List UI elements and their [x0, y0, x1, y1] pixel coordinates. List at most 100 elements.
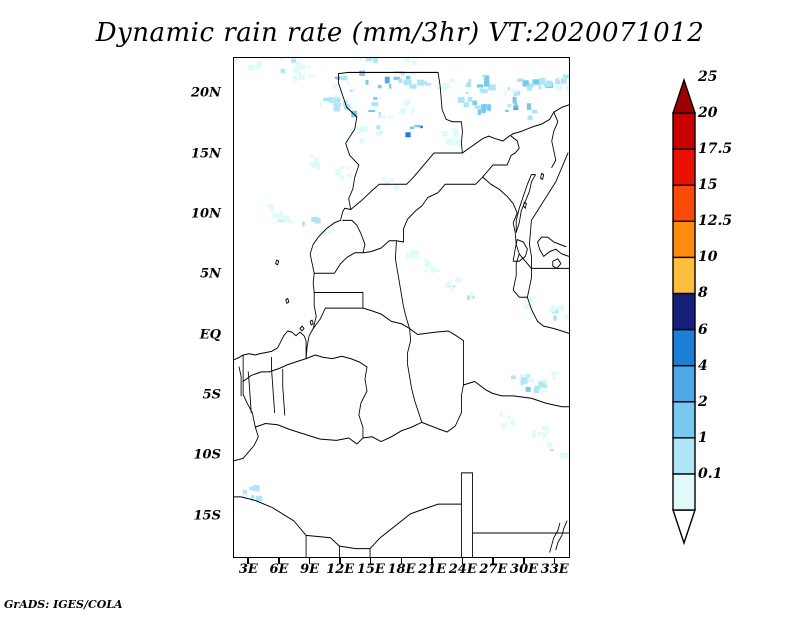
rain-cell	[339, 167, 343, 170]
rain-cell	[432, 269, 440, 272]
map-plot-area	[233, 57, 570, 558]
rain-cell	[335, 171, 340, 175]
rain-cell	[555, 78, 561, 84]
rain-cell	[552, 376, 557, 380]
rain-cell	[384, 76, 390, 84]
rain-cell	[410, 253, 413, 260]
rain-cell	[349, 89, 353, 92]
x-tick-mark	[369, 558, 372, 564]
rain-cell	[531, 433, 536, 438]
rain-cell	[300, 64, 305, 70]
rain-cell	[542, 433, 547, 439]
rain-cell	[404, 58, 408, 60]
rain-cell	[504, 90, 507, 97]
colorbar-tick-label: 4	[698, 357, 708, 374]
x-tick-mark	[461, 558, 464, 564]
rain-cell	[378, 111, 382, 118]
rain-cell	[328, 96, 334, 103]
rain-cell	[277, 214, 284, 221]
rain-cell	[520, 374, 528, 379]
country-borders-layer	[234, 71, 569, 557]
rain-cell	[256, 61, 262, 68]
rain-cell	[371, 101, 379, 107]
rain-cell	[390, 177, 394, 183]
rain-cell	[340, 175, 344, 181]
rain-cell	[243, 493, 248, 500]
rain-cell	[471, 295, 475, 299]
rain-cell	[405, 132, 411, 138]
rain-cell	[505, 109, 509, 113]
rain-cell	[389, 84, 392, 89]
rain-cell	[319, 102, 323, 107]
x-tick-label: 18E	[387, 562, 416, 577]
rain-cell	[349, 127, 353, 135]
colorbar-tick-label: 2	[698, 393, 708, 410]
rain-cell	[291, 221, 296, 224]
rain-cell	[333, 102, 336, 106]
rain-cell	[269, 205, 274, 211]
rain-cell	[301, 221, 305, 227]
colorbar-tick-label: 12.5	[698, 213, 733, 230]
rain-cell	[446, 138, 454, 146]
colorbar-block	[672, 220, 696, 259]
rain-cell	[539, 78, 546, 85]
rain-cell	[499, 411, 503, 418]
rain-cell	[451, 128, 458, 132]
rain-cell	[415, 252, 421, 255]
rain-cell	[529, 296, 537, 299]
rain-cell	[251, 494, 254, 502]
rain-cell	[255, 495, 263, 502]
rain-cell	[476, 84, 484, 88]
rain-cell	[234, 58, 235, 62]
rain-cell	[552, 371, 560, 374]
x-tick-label: 3E	[238, 562, 258, 577]
rain-cell	[524, 296, 528, 303]
x-tick-label: 6E	[269, 562, 289, 577]
rain-cell	[511, 375, 516, 380]
rain-cell	[252, 495, 255, 499]
map-canvas	[234, 58, 569, 557]
rain-cell	[358, 58, 362, 61]
rain-cell	[406, 75, 411, 80]
rain-cell	[247, 64, 255, 71]
rain-cell	[538, 85, 542, 90]
y-tick-label: 5S	[202, 387, 221, 403]
rain-cell	[425, 261, 432, 268]
rain-cell	[387, 115, 393, 119]
rain-cell	[380, 115, 387, 119]
x-tick-label: 15E	[356, 562, 385, 577]
rain-cell	[345, 105, 351, 110]
rain-cell	[560, 452, 569, 459]
rain-cell	[472, 100, 477, 106]
rain-cell	[453, 130, 459, 138]
x-tick-label: 9E	[300, 562, 320, 577]
rain-cell	[559, 305, 564, 312]
rain-cell	[470, 106, 474, 109]
rain-cell	[442, 83, 450, 90]
rain-cell	[404, 58, 410, 63]
rain-cell	[424, 269, 429, 272]
y-tick-label: 15N	[191, 146, 221, 162]
rain-cell	[368, 110, 376, 113]
rain-cell	[372, 58, 378, 64]
x-tick-mark	[523, 558, 525, 564]
rain-cell	[347, 173, 353, 178]
x-tick-mark	[400, 558, 403, 564]
rain-cell	[376, 125, 381, 130]
rain-cell	[411, 60, 418, 66]
rain-cell	[540, 390, 548, 393]
rain-cell	[347, 139, 353, 143]
x-tick-mark	[339, 558, 341, 564]
rain-cell	[375, 131, 382, 137]
grads-credit: GrADS: IGES/COLA	[4, 598, 123, 611]
rain-cell	[524, 304, 532, 310]
x-tick-label: 12E	[326, 562, 355, 577]
rain-cell	[333, 105, 340, 112]
rain-cell	[481, 104, 487, 110]
colorbar-block	[672, 292, 696, 331]
colorbar-block	[672, 112, 696, 150]
rain-cell	[546, 442, 553, 448]
rain-cell	[549, 305, 556, 313]
rain-cell	[467, 96, 473, 102]
rain-cell	[487, 104, 491, 111]
